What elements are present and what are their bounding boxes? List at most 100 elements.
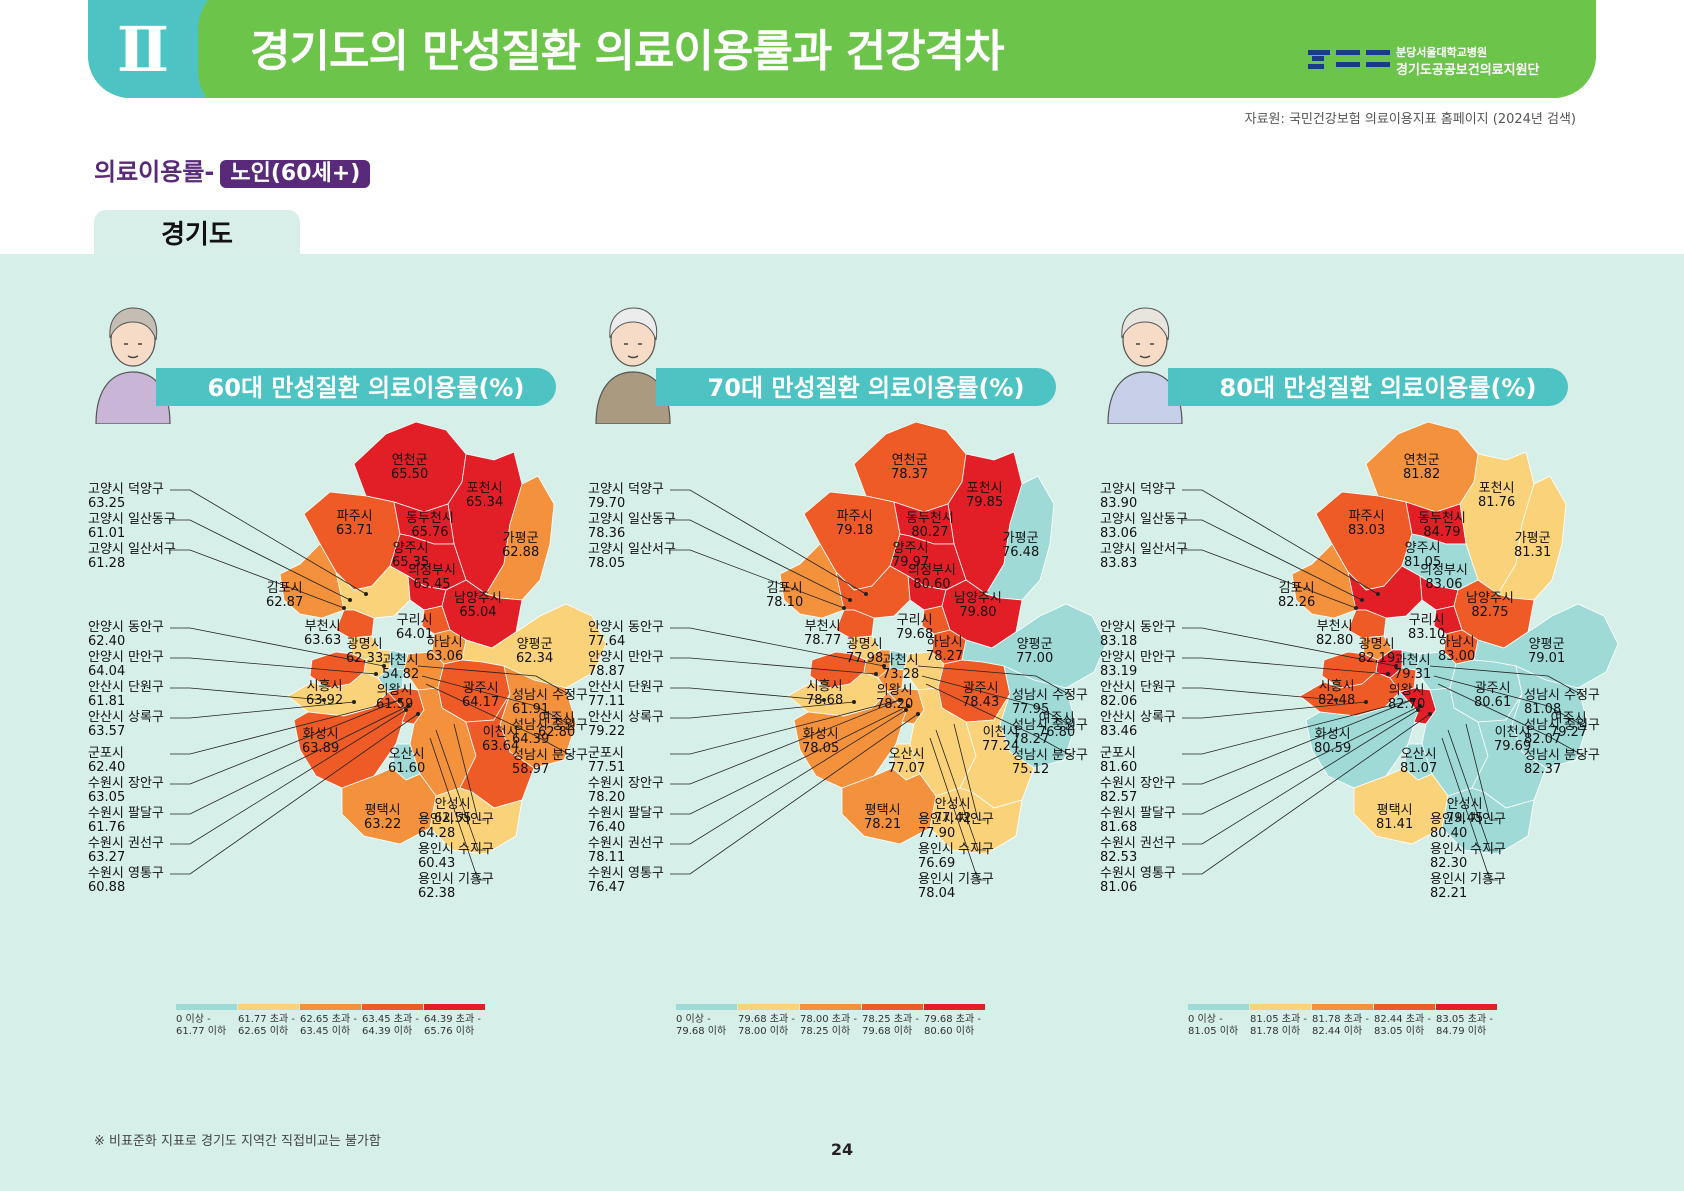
region-value: 81.76 [1478,495,1516,510]
region-label: 시흥시 63.92 [306,680,343,708]
region-value: 79.85 [966,495,1004,510]
side-label-value: 79.70 [588,496,626,511]
leader-line [170,549,345,609]
leader-line [953,723,986,821]
leader-line [925,683,1073,757]
leader-line [435,729,486,851]
side-label-name: 안양시 동안구 [1100,620,1176,635]
region-name: 남양주시 [1466,591,1514,606]
leader-dot [347,597,352,602]
legend-label: 0 이상 - 81.05 이하 [1188,1014,1239,1037]
side-label-value: 78.11 [588,850,626,865]
legend-swatch [738,1004,799,1010]
region-value: 62.55 [434,811,472,826]
region-label: 과천시 79.31 [1394,654,1431,682]
region-value: 63.71 [336,523,374,538]
side-label-name: 용인시 기흥구 [1430,872,1506,887]
region-label: 여주시 76.80 [1038,712,1075,740]
region-value: 82.26 [1278,595,1316,610]
side-label-name: 수원시 영통구 [588,866,664,881]
side-label-value: 82.30 [1430,856,1468,871]
side-label-value: 75.12 [1012,762,1050,777]
leader-dot [915,711,920,716]
region-label: 포천시 81.76 [1478,482,1515,510]
side-label-value: 63.05 [88,790,126,805]
leader-dot [1427,711,1432,716]
leader-line [670,699,901,755]
leader-line [421,675,573,727]
side-label-name: 수원시 장안구 [588,776,664,791]
side-label-name: 안양시 만안구 [1100,650,1176,665]
region-value: 81.41 [1376,817,1414,832]
section-subtitle: 의료이용률- 노인(60세+) [94,152,371,188]
region-name: 광명시 [346,637,383,652]
region-label: 부천시 63.63 [304,620,341,648]
region-value: 82.19 [1358,651,1396,666]
side-label: 용인시 수지구 60.43 [418,843,494,871]
side-label: 수원시 영통구 81.06 [1100,867,1176,895]
region-value: 78.21 [864,817,902,832]
leader-dot [351,699,356,704]
legend-swatch [1312,1004,1373,1010]
side-label: 고양시 일산서구 61.28 [88,543,176,571]
region-value: 80.61 [1474,695,1512,710]
leader-line [170,519,351,601]
leader-line [1182,699,1413,755]
region-label: 여주시 79.27 [1550,712,1587,740]
region-name: 김포시 [766,581,803,596]
side-label-value: 77.51 [588,760,626,775]
legend-label: 81.78 초과 - 82.44 이하 [1312,1014,1369,1037]
side-label-name: 고양시 일산서구 [588,542,676,557]
side-label: 고양시 일산동구 78.36 [588,513,676,541]
side-label: 안양시 만안구 64.04 [88,651,164,679]
side-label: 성남시 중원구 78.27 [1012,719,1088,747]
side-label: 성남시 중원구 64.39 [512,719,588,747]
region-value: 65.45 [413,577,451,592]
leader-line [1465,723,1498,821]
region-label: 파주시 79.18 [836,510,873,538]
side-label-name: 성남시 중원구 [1012,718,1088,733]
side-label-value: 82.53 [1100,850,1138,865]
region-label: 이천시 79.69 [1494,726,1531,754]
side-label-value: 76.69 [918,856,956,871]
leader-line [170,699,401,755]
region-value: 79.68 [896,627,934,642]
region-label: 남양주시 79.80 [954,592,1002,620]
side-label-value: 64.28 [418,826,456,841]
region-value: 81.31 [1514,545,1552,560]
leader-line [1182,627,1397,667]
region-name: 과천시 [382,653,419,668]
side-label: 수원시 팔달구 81.68 [1100,807,1176,835]
side-label-name: 안산시 단원구 [588,680,664,695]
region-name: 연천군 [891,453,928,468]
side-label-name: 안산시 상록구 [1100,710,1176,725]
side-label: 용인시 기흥구 78.04 [918,873,994,901]
region-value: 80.60 [913,577,951,592]
region-label: 김포시 78.10 [766,582,803,610]
region-name: 부천시 [304,619,341,634]
map-legend: 0 이상 - 81.05 이하 81.05 초과 - 81.78 이하 81.78 … [1188,1004,1498,1044]
leader-line [429,737,486,881]
leader-line [1182,709,1419,845]
leader-dot [341,605,346,610]
header-curve [198,0,258,98]
leader-dot [1393,663,1398,668]
map-group-70s: 70대 만성질환 의료이용률(%) 연천군 78.37 포천시 79.85 파주시 79.1… [588,254,1128,1054]
region-value: 83.06 [1425,577,1463,592]
region-name: 구리시 [896,613,933,628]
leader-line [1182,657,1389,675]
region-tab-gyeonggi[interactable]: 경기도 [94,210,300,256]
region-value: 73.28 [882,667,920,682]
legend-swatch [676,1004,737,1010]
side-label: 성남시 중원구 82.07 [1524,719,1600,747]
leader-line [1182,705,1421,815]
leader-dot [897,697,902,702]
leader-dot [1415,707,1420,712]
map-banner: 70대 만성질환 의료이용률(%) [656,368,1056,406]
legend-label: 63.45 초과 - 64.39 이하 [362,1014,419,1037]
side-label: 수원시 장안구 78.20 [588,777,664,805]
side-label-name: 고양시 덕양구 [1100,482,1176,497]
side-label-value: 63.27 [88,850,126,865]
side-label: 수원시 장안구 82.57 [1100,777,1176,805]
region-label: 김포시 82.26 [1278,582,1315,610]
